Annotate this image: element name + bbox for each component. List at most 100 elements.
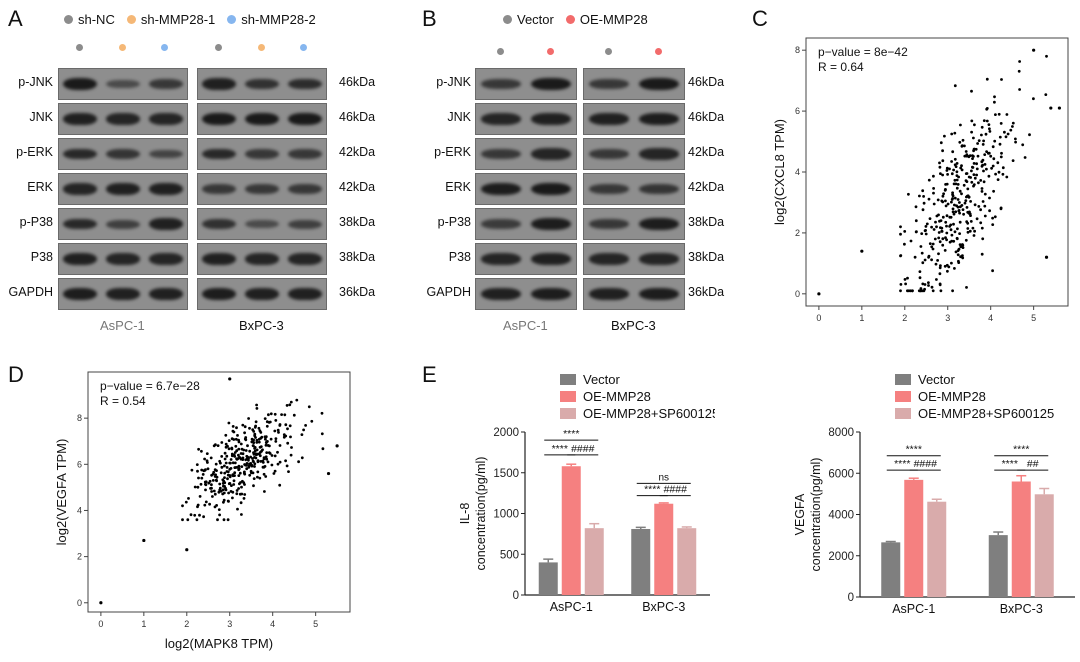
scatter-point xyxy=(927,281,930,284)
scatter-point xyxy=(945,166,949,170)
y-tick-label: 1500 xyxy=(493,468,519,480)
legend-label: OE-MMP28+SP600125 xyxy=(583,406,715,421)
scatter-point xyxy=(935,225,938,229)
legend-item-oe-mmp28: OE-MMP28 xyxy=(565,12,648,27)
legend-swatch xyxy=(560,391,576,402)
scatter-point xyxy=(991,216,994,220)
protein-band xyxy=(589,149,629,159)
scatter-point xyxy=(951,193,954,197)
scatter-point xyxy=(221,492,225,496)
protein-band xyxy=(63,183,98,195)
scatter-point xyxy=(214,473,218,477)
scatter-point xyxy=(190,468,194,472)
blot-strip xyxy=(475,243,577,275)
scatter-point xyxy=(953,131,957,135)
scatter-point xyxy=(213,492,217,496)
r-annotation: R = 0.54 xyxy=(100,394,146,408)
scatter-point xyxy=(972,234,976,237)
scatter-point xyxy=(981,163,984,167)
blot-strip xyxy=(197,243,327,275)
scatter-point xyxy=(1011,159,1015,163)
scatter-point xyxy=(932,202,936,206)
blot-strip xyxy=(475,208,577,240)
y-tick-label: 4 xyxy=(77,505,82,515)
scatter-point xyxy=(203,457,207,461)
scatter-point xyxy=(961,243,965,247)
scatter-point xyxy=(982,139,985,143)
protein-band xyxy=(148,79,183,89)
scatter-point xyxy=(993,215,997,219)
protein-band xyxy=(589,219,629,229)
protein-band xyxy=(481,79,521,89)
panel-a-legend: sh-NC sh-MMP28-1 sh-MMP28-2 xyxy=(64,12,328,27)
scatter-point xyxy=(930,258,933,262)
scatter-point xyxy=(965,286,968,289)
blot-strip xyxy=(475,68,577,100)
scatter-point xyxy=(284,459,287,463)
scatter-point xyxy=(967,175,971,179)
protein-band xyxy=(481,219,521,229)
scatter-point xyxy=(983,214,987,218)
scatter-point xyxy=(243,425,247,429)
scatter-point xyxy=(914,205,918,209)
scatter-point xyxy=(945,224,948,228)
scatter-point xyxy=(960,204,964,207)
scatter-point xyxy=(955,204,958,208)
scatter-point xyxy=(326,471,331,476)
scatter-point xyxy=(941,237,945,241)
lane-indicator-dot-icon xyxy=(257,44,265,51)
protein-band xyxy=(639,253,679,265)
protein-band xyxy=(531,288,571,300)
scatter-point xyxy=(273,454,277,458)
significance-label: #### xyxy=(664,484,688,496)
scatter-point xyxy=(225,470,229,473)
scatter-point xyxy=(235,489,239,492)
scatter-point xyxy=(286,427,289,431)
scatter-point xyxy=(184,500,188,504)
scatter-point xyxy=(1001,172,1005,176)
scatter-point xyxy=(1057,106,1062,110)
scatter-point xyxy=(263,490,266,493)
scatter-point xyxy=(951,207,955,211)
scatter-point xyxy=(253,465,256,468)
scatter-point xyxy=(252,477,256,480)
scatter-point xyxy=(235,449,239,453)
scatter-point xyxy=(277,431,280,434)
scatter-point xyxy=(1044,93,1048,96)
blot-cell-line-label: BxPC-3 xyxy=(611,318,656,333)
scatter-point xyxy=(1005,175,1009,179)
scatter-point xyxy=(1009,128,1013,132)
scatter-point xyxy=(255,438,259,442)
scatter-point xyxy=(958,140,962,144)
scatter-point xyxy=(239,452,243,455)
lane-indicator-dot-icon xyxy=(300,44,308,51)
scatter-point xyxy=(965,153,969,156)
scatter-point xyxy=(937,252,940,256)
scatter-point xyxy=(300,433,304,436)
scatter-point xyxy=(244,458,248,462)
scatter-point xyxy=(247,458,250,462)
scatter-point xyxy=(284,434,288,438)
scatter-point xyxy=(1045,54,1048,58)
scatter-point xyxy=(241,458,245,461)
scatter-point xyxy=(938,165,942,169)
protein-band xyxy=(244,184,280,194)
scatter-point xyxy=(248,449,252,453)
scatter-point xyxy=(223,457,227,461)
scatter-point xyxy=(269,437,273,441)
scatter-point xyxy=(991,145,995,149)
scatter-point xyxy=(251,459,255,463)
scatter-point xyxy=(229,490,233,493)
scatter-point xyxy=(211,479,215,482)
scatter-point xyxy=(951,150,955,154)
bar xyxy=(561,466,581,595)
scatter-point xyxy=(181,504,184,508)
scatter-point xyxy=(206,467,210,471)
legend-item-sh-mmp28-1: sh-MMP28-1 xyxy=(126,12,215,27)
scatter-point xyxy=(998,142,1002,146)
scatter-point xyxy=(986,151,990,155)
scatter-point xyxy=(970,130,973,134)
blot-strip xyxy=(58,278,188,310)
scatter-point xyxy=(955,174,959,178)
scatter-point xyxy=(991,164,995,168)
